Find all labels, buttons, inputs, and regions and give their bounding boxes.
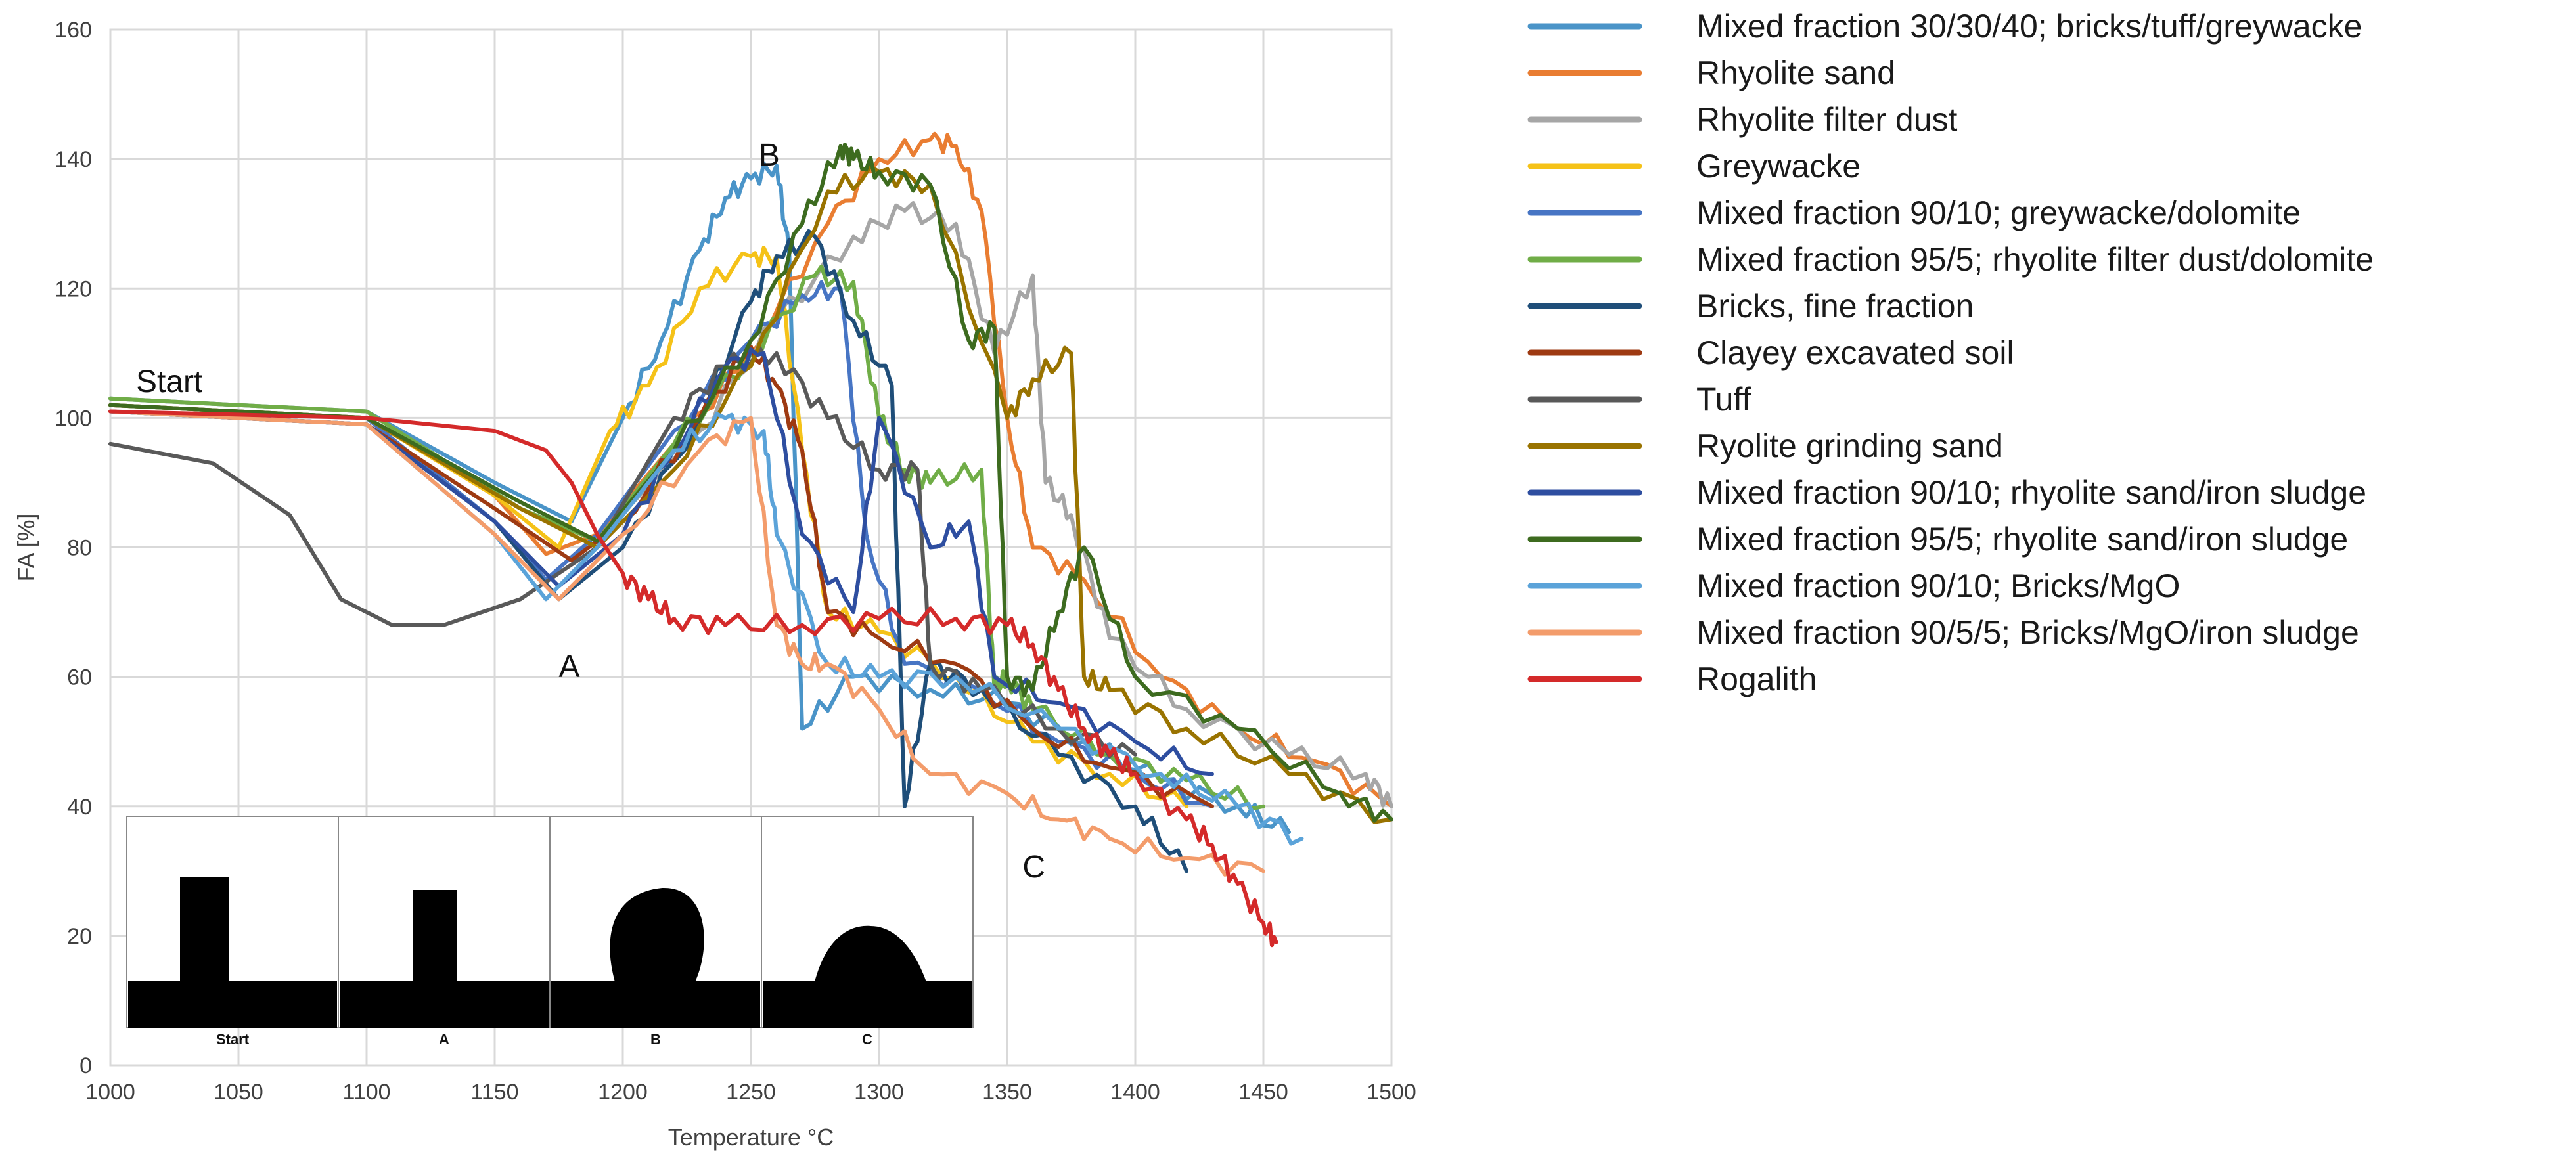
series-line-13 (108, 409, 1304, 846)
series-line-6 (108, 264, 1265, 811)
legend-label: Mixed fraction 90/10; greywacke/dolomite (1696, 194, 2301, 231)
annotation-label: C (1022, 850, 1045, 885)
legend-label: Mixed fraction 95/5; rhyolite filter dus… (1696, 241, 2374, 278)
y-tick-label: 160 (55, 18, 92, 43)
inset-label: A (439, 1031, 449, 1048)
series-lines (108, 131, 1393, 948)
legend-label: Greywacke (1696, 148, 1861, 185)
sample-silhouette (815, 925, 926, 982)
annotation-label: A (559, 650, 580, 684)
sample-silhouette (413, 890, 457, 982)
sample-base (340, 981, 549, 1028)
x-tick-label: 1350 (982, 1080, 1032, 1105)
chart-legend: Mixed fraction 30/30/40; bricks/tuff/gre… (1527, 8, 2374, 697)
y-tick-label: 120 (55, 276, 92, 301)
series-line-8 (108, 345, 1214, 808)
x-tick-label: 1450 (1238, 1080, 1288, 1105)
sample-base (128, 981, 337, 1028)
series-line-14 (108, 409, 1265, 877)
y-tick-label: 140 (55, 147, 92, 172)
series-line-7 (108, 229, 1188, 873)
y-axis-title: FA [%] (12, 513, 39, 581)
legend-label: Bricks, fine fraction (1696, 288, 1974, 324)
x-tick-label: 1150 (470, 1080, 518, 1105)
x-tick-label: 1500 (1367, 1080, 1416, 1105)
legend-label: Rhyolite filter dust (1696, 101, 1957, 138)
x-tick-label: 1300 (854, 1080, 904, 1105)
series-line-11 (108, 347, 1214, 776)
legend-label: Rhyolite sand (1696, 55, 1895, 91)
series-line-12 (108, 143, 1393, 823)
inset-label: Start (216, 1031, 250, 1048)
chart-annotations: Start A B C (136, 138, 1045, 885)
x-tick-label: 1400 (1110, 1080, 1160, 1105)
inset-label: B (650, 1031, 661, 1048)
x-tick-label: 1000 (85, 1080, 135, 1105)
y-tick-label: 60 (67, 665, 92, 690)
series-line-9 (108, 345, 1137, 759)
legend-label: Ryolite grinding sand (1696, 428, 2003, 464)
legend-label: Mixed fraction 95/5; rhyolite sand/iron … (1696, 521, 2348, 558)
x-axis-title: Temperature °C (668, 1124, 834, 1151)
y-tick-label: 40 (67, 795, 92, 820)
plot-border (109, 28, 1393, 1067)
y-tick-label: 80 (67, 536, 92, 561)
x-tick-label: 1200 (598, 1080, 648, 1105)
y-tick-label: 20 (67, 924, 92, 949)
sample-silhouette (180, 877, 229, 983)
x-tick-label: 1100 (342, 1080, 390, 1105)
x-tick-label: 1250 (726, 1080, 776, 1105)
inset-label: C (862, 1031, 872, 1048)
legend-label: Mixed fraction 30/30/40; bricks/tuff/gre… (1696, 8, 2362, 45)
axis-tick-labels: 1000 1050 1100 1150 1200 1250 1300 1350 1400 1450… (55, 18, 1416, 1105)
legend-label: Mixed fraction 90/5/5; Bricks/MgO/iron s… (1696, 614, 2359, 651)
y-tick-label: 100 (55, 406, 92, 431)
y-tick-label: 0 (79, 1053, 92, 1078)
series-line-15 (108, 409, 1278, 948)
sample-base (763, 981, 972, 1028)
annotation-label: B (759, 138, 780, 173)
legend-label: Mixed fraction 90/10; Bricks/MgO (1696, 567, 2180, 604)
legend-label: Clayey excavated soil (1696, 334, 2014, 371)
legend-label: Mixed fraction 90/10; rhyolite sand/iron… (1696, 474, 2366, 511)
series-line-1 (108, 161, 1291, 835)
annotation-label: Start (136, 365, 202, 399)
legend-label: Tuff (1696, 381, 1751, 418)
series-line-4 (108, 246, 1188, 808)
legend-label: Rogalith (1696, 661, 1817, 697)
sample-silhouette (610, 887, 704, 982)
x-tick-label: 1050 (214, 1080, 263, 1105)
sample-silhouette-inset: Start A B C (126, 816, 974, 1048)
sample-base (551, 981, 760, 1028)
